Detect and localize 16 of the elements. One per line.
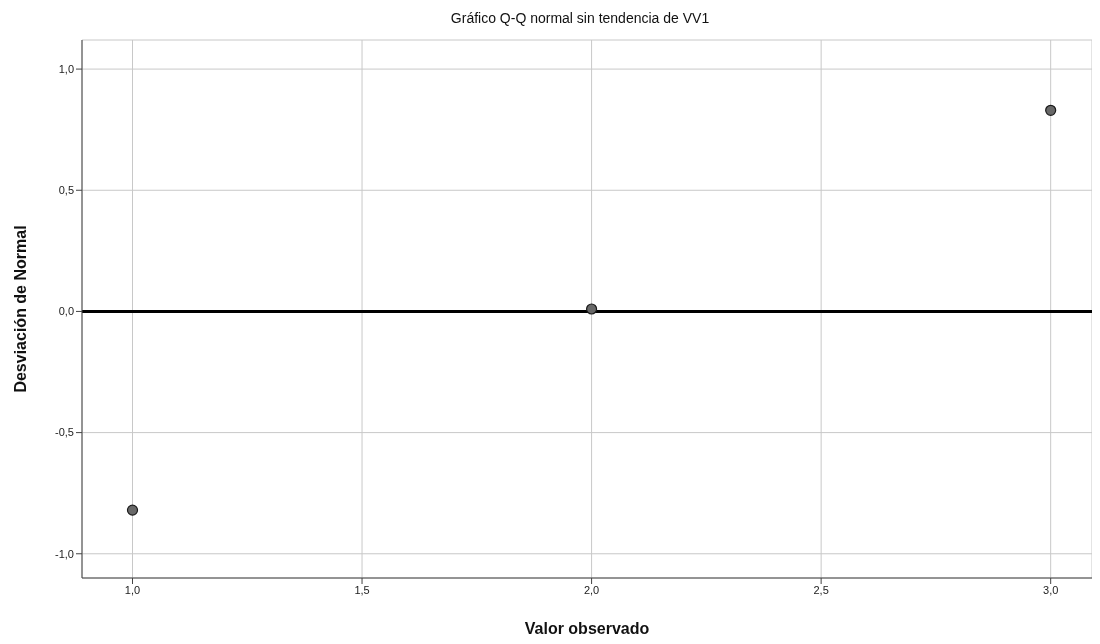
y-tick-label: 0,0: [58, 305, 74, 318]
x-tick-label: 3,0: [1043, 583, 1059, 596]
point: [1045, 104, 1057, 116]
x-tick-label: 1,0: [124, 583, 141, 596]
x-tick-label: 2,0: [583, 583, 600, 596]
chart-title: Gráfico Q-Q normal sin tendencia de VV1: [449, 9, 711, 28]
point: [126, 504, 139, 516]
y-tick-label: -1,0: [55, 547, 74, 560]
x-tick-label: 2,5: [813, 583, 829, 596]
point: [585, 303, 598, 315]
y-tick-label: 0,5: [58, 184, 74, 197]
y-tick-label: -0,5: [55, 426, 74, 439]
x-axis-title: Valor observado: [524, 620, 650, 637]
x-tick-label: 1,5: [354, 583, 370, 596]
y-axis-title: Desviación de Normal: [11, 225, 29, 393]
y-tick-label: 1,0: [58, 62, 74, 75]
